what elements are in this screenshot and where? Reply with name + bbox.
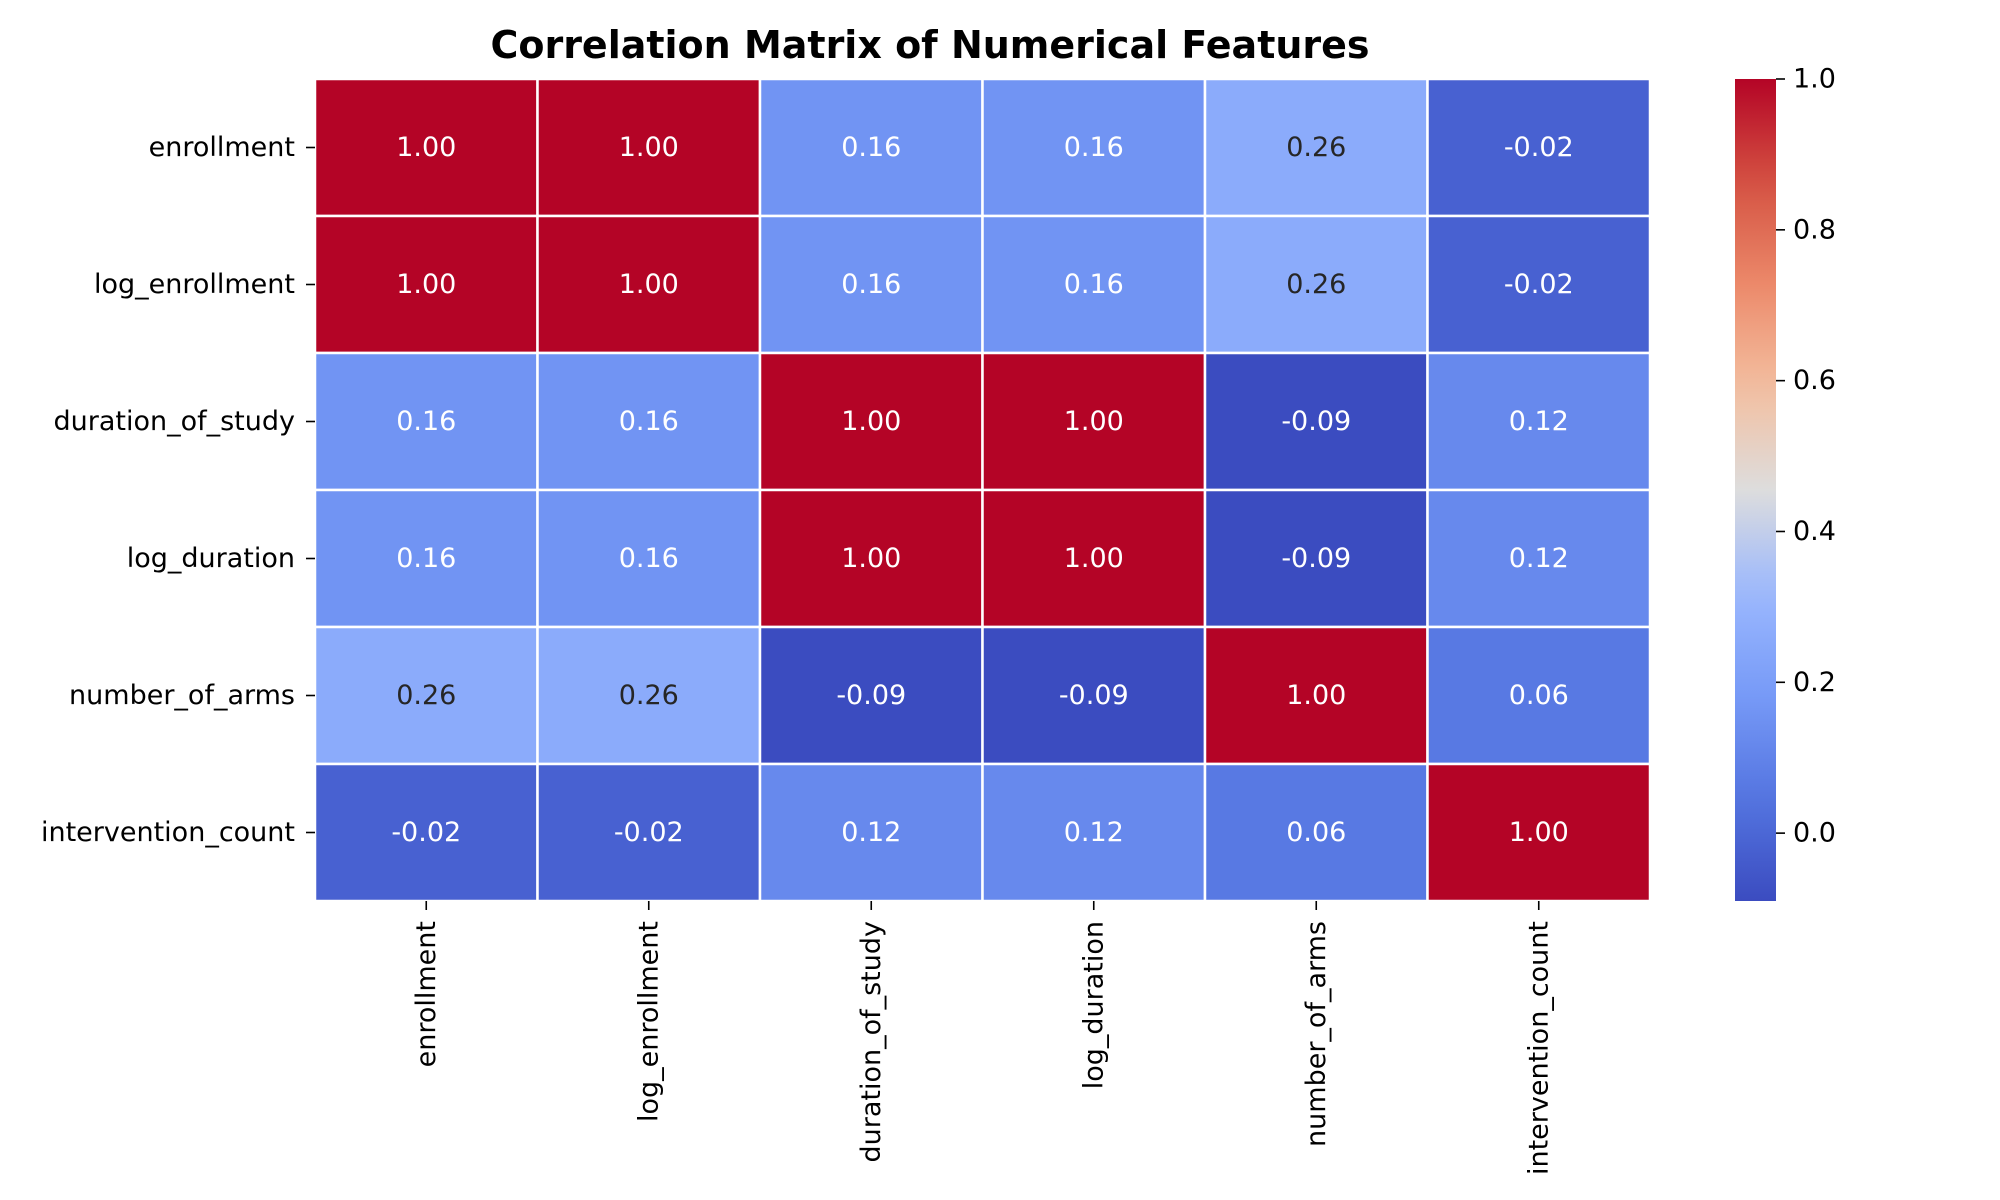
colorbar-tick-label: 1.0 [1793,64,1836,95]
cell-annotation: 0.26 [1286,269,1346,300]
cell-annotation: 1.00 [1286,680,1346,711]
cell-annotation: 1.00 [841,543,901,574]
cell-annotation: 0.06 [1286,817,1346,848]
cell-annotation: -0.02 [1504,132,1574,163]
heatmap-cell [536,214,762,355]
cell-annotation: 0.26 [619,680,679,711]
cell-annotation: 0.16 [396,406,456,437]
x-tick-label: duration_of_study [856,921,887,1163]
y-tick-label: log_duration [127,543,295,574]
cell-annotations: 1.00 1.00 0.16 0.16 0.26 -0.02 1.00 1.00 0.16 0.1… [391,132,1573,848]
y-tick-label: log_enrollment [94,269,295,300]
heatmap-cells [313,77,1652,903]
colorbar-tick-label: 0.2 [1793,667,1836,698]
cell-annotation: -0.02 [1504,269,1574,300]
cell-annotation: 0.16 [841,269,901,300]
heatmap-cell [1426,762,1652,903]
heatmap-cell [313,77,539,218]
x-tick-label: enrollment [411,921,442,1067]
y-tick-label: enrollment [149,132,295,163]
heatmap-cell [981,77,1207,218]
colorbar-tick-label: 0.8 [1793,214,1836,245]
cell-annotation: 0.16 [619,543,679,574]
cell-annotation: 0.26 [1286,132,1346,163]
x-tick-label: log_enrollment [633,921,664,1122]
cell-annotation: 1.00 [1064,543,1124,574]
heatmap-cell [981,625,1207,766]
heatmap-cell [1426,351,1652,492]
colorbar-tick-label: 0.4 [1793,516,1836,547]
heatmap-cell [1203,488,1429,629]
heatmap-cell [1203,351,1429,492]
cell-annotation: 0.06 [1509,680,1569,711]
colorbar: 0.0 0.2 0.4 0.6 0.8 1.0 [1735,64,1836,901]
heatmap-cell [1426,625,1652,766]
cell-annotation: 0.12 [1064,817,1124,848]
cell-annotation: -0.09 [836,680,906,711]
cell-annotation: 1.00 [1509,817,1569,848]
heatmap-cell [536,351,762,492]
cell-annotation: 1.00 [841,406,901,437]
heatmap-cell [1426,77,1652,218]
cell-annotation: -0.02 [391,817,461,848]
cell-annotation: 1.00 [396,269,456,300]
cell-annotation: -0.09 [1281,543,1351,574]
y-tick-label: intervention_count [41,817,295,848]
heatmap-cell [1203,625,1429,766]
cell-annotation: 1.00 [619,269,679,300]
heatmap-cell [1426,214,1652,355]
x-tick-label: log_duration [1078,921,1109,1089]
heatmap-cell [536,77,762,218]
cell-annotation: 0.16 [1064,269,1124,300]
y-axis-ticks: enrollment log_enrollment duration_of_stud… [41,132,315,848]
heatmap-cell [1426,488,1652,629]
cell-annotation: -0.09 [1281,406,1351,437]
cell-annotation: -0.09 [1059,680,1129,711]
y-tick-label: number_of_arms [69,680,295,711]
chart-title: Correlation Matrix of Numerical Features [490,23,1369,67]
x-tick-label: number_of_arms [1301,921,1332,1147]
cell-annotation: 0.26 [396,680,456,711]
heatmap-cell [313,762,539,903]
x-axis-ticks: enrollment log_enrollment duration_of_stud… [411,901,1554,1175]
cell-annotation: 1.00 [1064,406,1124,437]
colorbar-tick-label: 0.0 [1793,818,1836,849]
heatmap-cell [981,351,1207,492]
cell-annotation: 0.16 [619,406,679,437]
heatmap-cell [758,77,984,218]
heatmap-cell [758,625,984,766]
cell-annotation: 0.16 [396,543,456,574]
cell-annotation: 0.12 [841,817,901,848]
cell-annotation: 0.12 [1509,406,1569,437]
heatmap-cell [758,488,984,629]
heatmap-cell [313,625,539,766]
heatmap-cell [981,214,1207,355]
heatmap-cell [981,488,1207,629]
y-tick-label: duration_of_study [53,406,295,437]
cell-annotation: 1.00 [619,132,679,163]
cell-annotation: 1.00 [396,132,456,163]
cell-annotation: 0.16 [1064,132,1124,163]
cell-annotation: -0.02 [614,817,684,848]
colorbar-tick-label: 0.6 [1793,365,1836,396]
x-tick-label: intervention_count [1523,921,1554,1175]
cell-annotation: 0.16 [841,132,901,163]
cell-annotation: 0.12 [1509,543,1569,574]
colorbar-gradient [1735,79,1776,901]
heatmap-cell [536,488,762,629]
heatmap-cell [313,488,539,629]
